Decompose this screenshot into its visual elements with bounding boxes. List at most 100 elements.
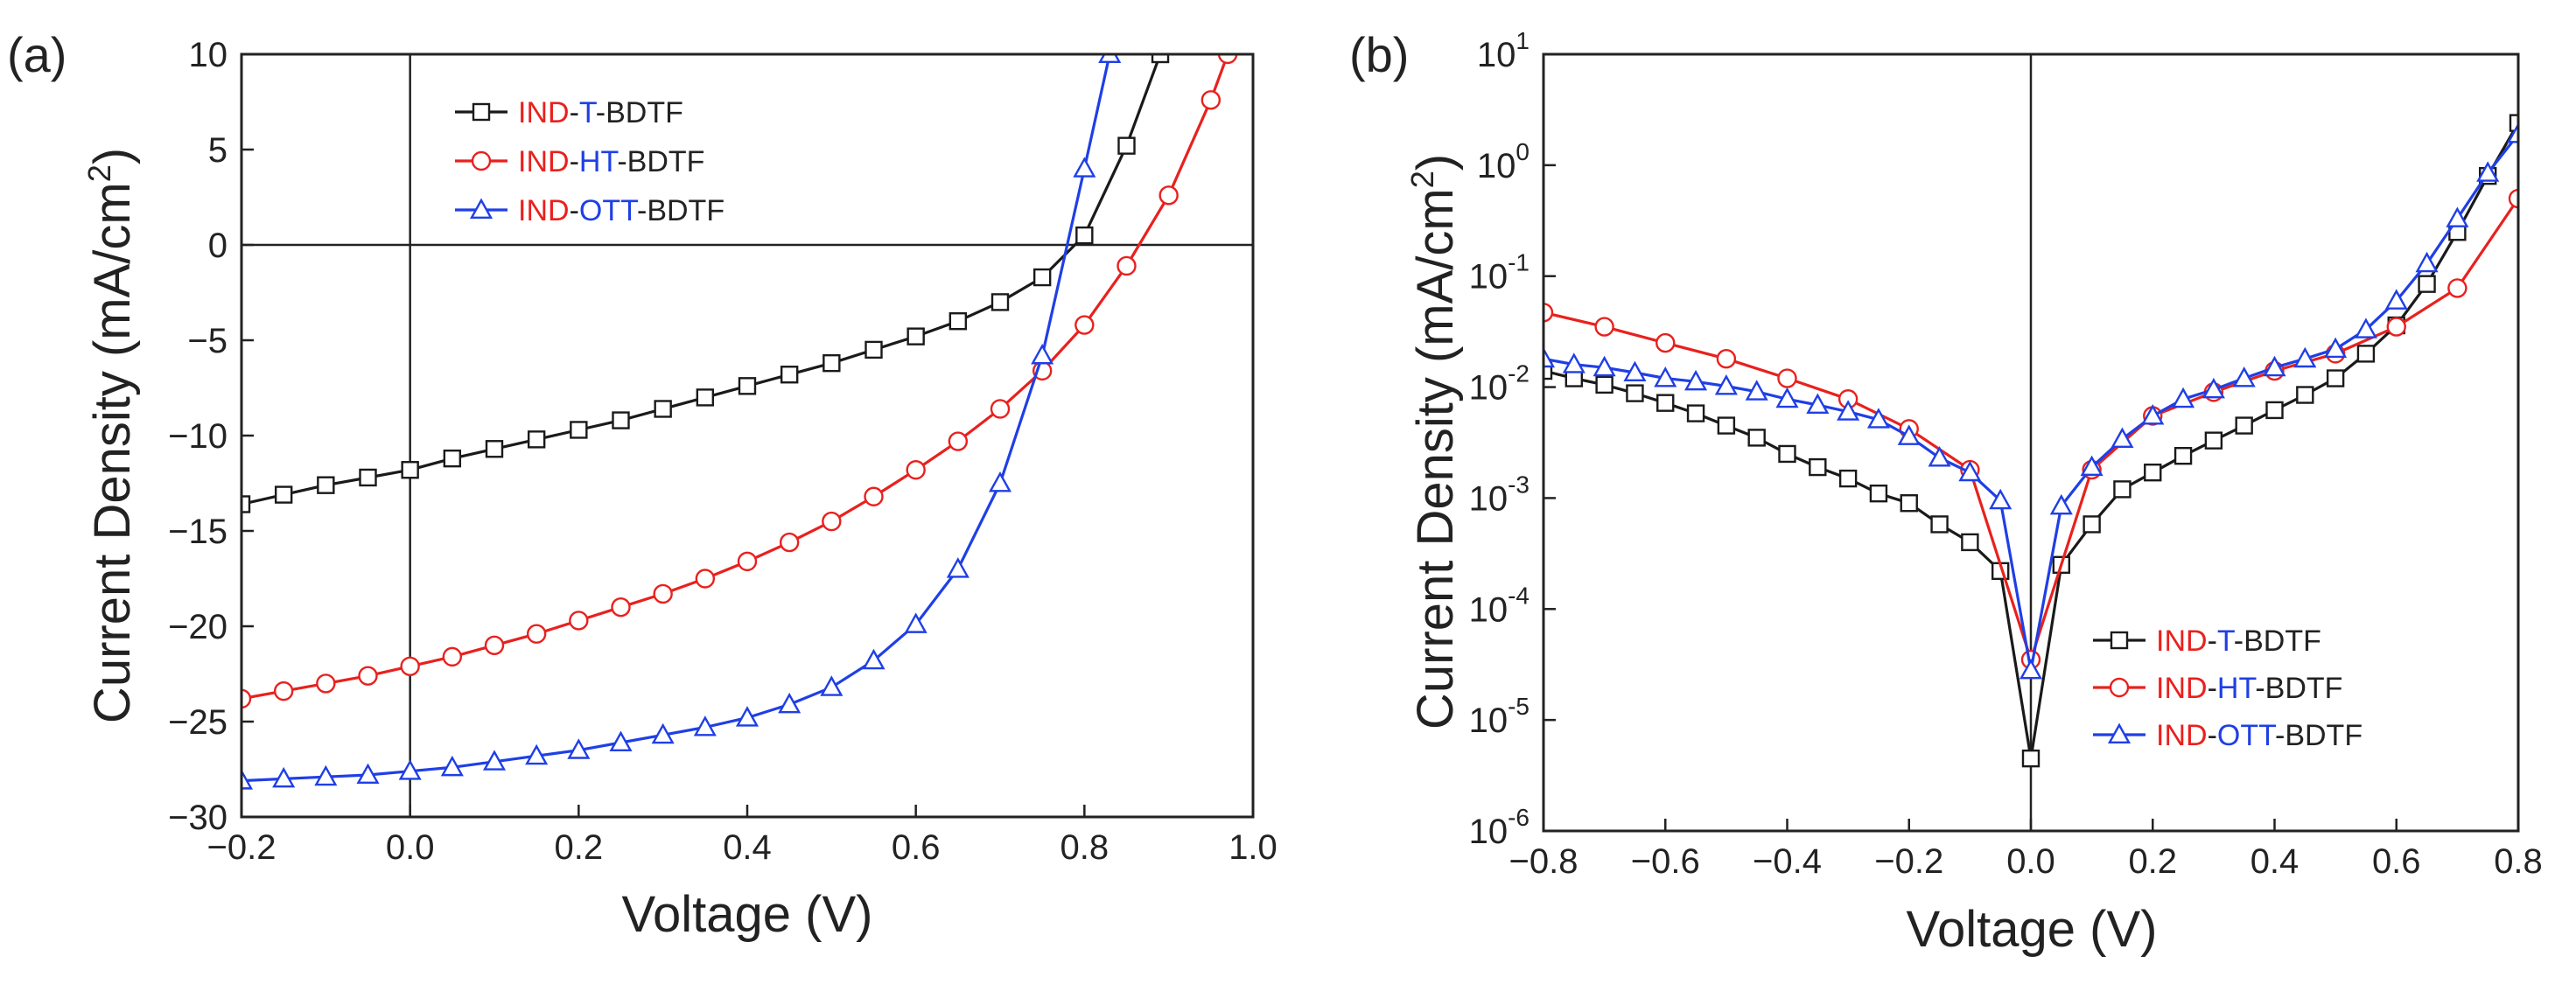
- series-3-point: [2446, 206, 2469, 227]
- series-3-point: [482, 750, 507, 771]
- panel-a-xticks: −0.2 0.0 0.2 0.4 0.6 0.8 1.0: [207, 805, 1278, 867]
- x-tick-label: 0.8: [1060, 828, 1110, 867]
- series-3-point: [525, 743, 549, 765]
- series-1-point: [1656, 394, 1675, 412]
- series-1-point: [1930, 515, 1949, 534]
- series-3-point: [2476, 161, 2500, 182]
- legend-label: IND-OTT-BDTF: [518, 194, 724, 227]
- series-2-point: [316, 673, 336, 694]
- y-tick-label: 10: [189, 36, 228, 74]
- series-1-point: [1717, 416, 1736, 435]
- series-2-point: [906, 460, 926, 480]
- series-1-point: [1961, 533, 1979, 552]
- legend-item: IND-OTT-BDTF: [2093, 719, 2362, 752]
- series-3-point: [2384, 289, 2408, 310]
- series-2-point: [653, 583, 673, 604]
- series-1-point: [1838, 469, 1858, 488]
- series-3-point: [1073, 157, 1096, 178]
- series-2-point: [569, 611, 589, 631]
- series-1-point: [2082, 515, 2101, 534]
- y-tick-label: 100: [1477, 138, 1530, 185]
- legend-marker: [2109, 677, 2130, 698]
- series-3-point: [1745, 380, 1768, 401]
- series-2-point: [1116, 255, 1137, 276]
- series-1-point: [1117, 136, 1136, 155]
- legend-label: IND-HT-BDTF: [2156, 672, 2342, 705]
- panel-a-legend: IND-T-BDTF IND-HT-BDTF IND-OTT-BDTF: [455, 96, 724, 227]
- series-3-point: [356, 763, 380, 785]
- legend-item: IND-T-BDTF: [455, 96, 683, 129]
- series-3-point: [1684, 369, 1708, 391]
- series-3-point: [2324, 337, 2348, 359]
- series-3-point: [1544, 346, 1556, 368]
- series-1-point: [738, 377, 757, 395]
- y-tick-label: −30: [168, 799, 228, 837]
- series-3-point: [1562, 352, 1586, 373]
- series-1-point: [1747, 429, 1766, 447]
- series-line-2: [242, 54, 1229, 701]
- y-tick-label: 10-5: [1469, 693, 1530, 740]
- x-tick-label: −0.8: [1509, 842, 1578, 881]
- series-1-point: [2418, 275, 2436, 293]
- series-2-point: [1594, 317, 1614, 337]
- series-2-point: [1716, 348, 1737, 369]
- series-3-point: [242, 769, 254, 790]
- series-3-point: [2506, 122, 2518, 143]
- series-1-point: [2265, 401, 2284, 420]
- y-tick-label: 0: [208, 227, 228, 265]
- x-tick-label: −0.4: [1753, 842, 1822, 881]
- series-1-point: [1900, 494, 1918, 513]
- series-line-1: [242, 54, 1162, 506]
- series-3-point: [693, 715, 717, 736]
- series-1-point: [2021, 749, 2040, 768]
- series-2-point: [484, 635, 505, 655]
- series-3-point: [1928, 446, 1951, 467]
- series-1-point: [1869, 484, 1888, 503]
- panel-a-yticks: 10 5 0 −5 −10 −15 −20 −25 −30: [168, 36, 254, 837]
- series-1-point: [822, 353, 841, 373]
- series-1-point: [1626, 384, 1644, 402]
- series-line-3: [242, 54, 1111, 783]
- series-2-point: [1200, 90, 1222, 110]
- y-tick-label: 10-6: [1469, 804, 1530, 851]
- y-tick-label: −5: [187, 322, 228, 360]
- panel-a-frame: [240, 52, 1255, 819]
- series-1-point: [1544, 361, 1553, 380]
- series-3-point: [1866, 408, 1890, 429]
- series-3-point: [314, 764, 338, 786]
- series-3-point: [2172, 387, 2195, 408]
- series-1-point: [2204, 431, 2223, 450]
- panel-a-plot: [242, 54, 1253, 817]
- series-2-point: [2386, 317, 2406, 337]
- x-tick-label: 0.0: [386, 828, 435, 867]
- x-tick-label: −0.2: [207, 828, 276, 867]
- series-1-point: [274, 485, 293, 504]
- y-tick-label: 5: [208, 131, 228, 170]
- series-3-point: [2415, 251, 2439, 273]
- series-2-point: [358, 666, 378, 686]
- series-2-point: [695, 569, 716, 589]
- series-2-point: [1217, 54, 1238, 65]
- series-1-point: [2296, 386, 2314, 404]
- series-2-point: [864, 486, 884, 506]
- series-3-point: [820, 675, 844, 696]
- series-1-point: [242, 495, 251, 513]
- series-1-point: [2356, 345, 2376, 363]
- y-tick-label: −20: [168, 608, 228, 646]
- legend-marker: [2110, 631, 2129, 650]
- series-1-point: [570, 421, 588, 439]
- y-tick-label: 101: [1477, 27, 1530, 74]
- x-tick-label: 0.2: [555, 828, 604, 867]
- series-3-point: [1806, 393, 1830, 415]
- y-tick-label: 10-3: [1469, 471, 1530, 518]
- x-tick-label: 0.2: [2128, 842, 2177, 881]
- series-3-point: [2263, 355, 2286, 377]
- series-1-point: [780, 366, 799, 384]
- series-1-point: [485, 440, 504, 458]
- series-3-point: [778, 692, 802, 714]
- panel-b-legend: IND-T-BDTF IND-HT-BDTF IND-OTT-BDTF: [2093, 625, 2362, 752]
- series-2-point: [1544, 303, 1554, 323]
- series-3-point: [1989, 488, 2012, 510]
- x-tick-label: 0.6: [2372, 842, 2421, 881]
